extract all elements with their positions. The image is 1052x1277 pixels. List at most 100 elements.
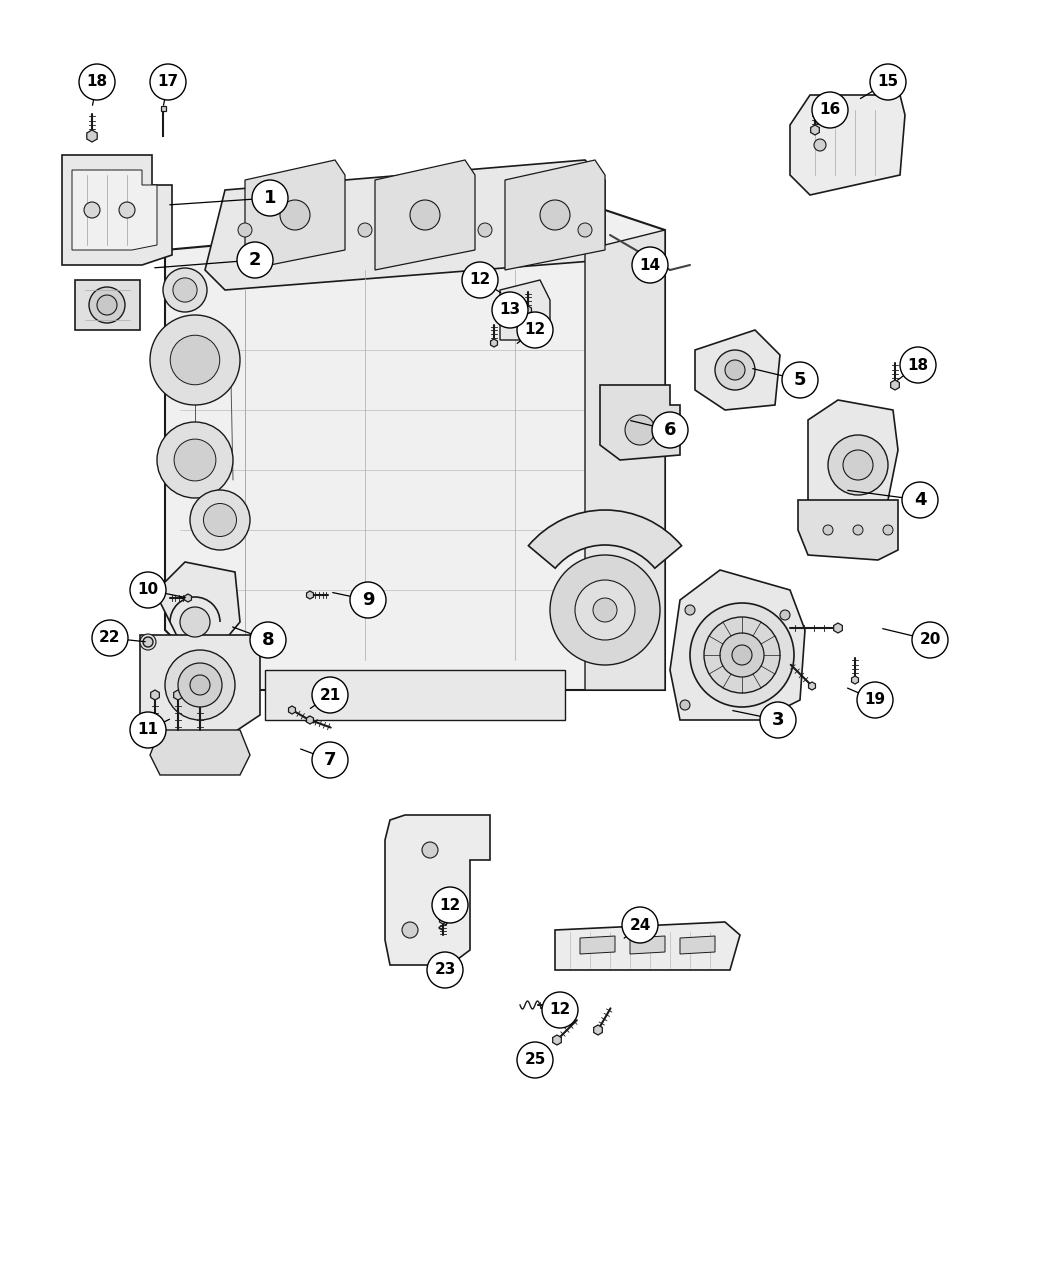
Text: 1: 1 [264,189,277,207]
Circle shape [89,287,125,323]
Circle shape [170,336,220,384]
Circle shape [685,605,695,616]
Polygon shape [505,160,605,269]
Text: 11: 11 [138,723,159,738]
Circle shape [704,617,780,693]
Circle shape [312,677,348,713]
Polygon shape [680,936,715,954]
Text: 9: 9 [362,591,375,609]
Circle shape [902,481,938,518]
Circle shape [250,622,286,658]
Polygon shape [790,94,905,195]
Circle shape [190,676,210,695]
Circle shape [517,1042,553,1078]
Polygon shape [833,623,843,633]
Polygon shape [150,690,159,700]
Circle shape [84,202,100,218]
Circle shape [173,278,197,303]
Circle shape [780,610,790,621]
Circle shape [350,582,386,618]
Text: 5: 5 [794,372,806,389]
Polygon shape [75,280,140,329]
Text: 3: 3 [772,711,784,729]
Text: 10: 10 [138,582,159,598]
Text: 18: 18 [908,358,929,373]
Circle shape [720,633,764,677]
Circle shape [130,572,166,608]
Polygon shape [809,682,815,690]
Circle shape [163,268,207,312]
Circle shape [622,907,658,942]
Circle shape [237,243,274,278]
Circle shape [157,421,232,498]
Circle shape [912,622,948,658]
Text: 12: 12 [440,898,461,913]
Circle shape [252,180,288,216]
Text: 14: 14 [640,258,661,272]
Polygon shape [585,230,665,690]
Circle shape [542,992,578,1028]
Circle shape [680,700,690,710]
Circle shape [812,92,848,128]
Circle shape [632,246,668,283]
Polygon shape [891,381,899,389]
Circle shape [578,223,592,238]
Circle shape [312,742,348,778]
Text: 2: 2 [248,252,261,269]
Circle shape [870,64,906,100]
Text: 12: 12 [549,1002,570,1018]
Text: 12: 12 [524,323,546,337]
Circle shape [79,64,115,100]
Circle shape [540,200,570,230]
Circle shape [140,633,156,650]
Circle shape [150,315,240,405]
Polygon shape [593,1025,603,1034]
Circle shape [130,713,166,748]
Polygon shape [808,400,898,520]
Circle shape [178,663,222,707]
Polygon shape [695,329,780,410]
Wedge shape [528,510,682,568]
Circle shape [828,435,888,495]
Circle shape [92,621,128,656]
Circle shape [462,262,498,298]
Circle shape [180,607,210,637]
Polygon shape [440,916,446,925]
Polygon shape [196,690,204,700]
Text: 23: 23 [434,963,456,977]
Circle shape [143,637,153,647]
Polygon shape [630,936,665,954]
Circle shape [427,951,463,988]
Text: 12: 12 [469,272,490,287]
Polygon shape [670,570,805,720]
Text: 18: 18 [86,74,107,89]
Text: 13: 13 [500,303,521,318]
Polygon shape [554,1001,562,1009]
Text: 19: 19 [865,692,886,707]
Circle shape [760,702,796,738]
Circle shape [725,360,745,381]
Circle shape [190,490,250,550]
Polygon shape [245,160,345,269]
Circle shape [814,139,826,151]
Circle shape [203,503,237,536]
Polygon shape [174,690,182,700]
Polygon shape [500,280,550,340]
Polygon shape [851,676,858,684]
Text: 22: 22 [99,631,121,645]
Text: 17: 17 [158,74,179,89]
Text: 8: 8 [262,631,275,649]
Polygon shape [165,209,665,690]
Circle shape [550,555,660,665]
Circle shape [422,842,438,858]
Circle shape [853,525,863,535]
Circle shape [823,525,833,535]
Circle shape [165,650,235,720]
Circle shape [843,450,873,480]
Circle shape [517,312,553,349]
Circle shape [782,361,818,398]
Polygon shape [288,706,296,714]
Polygon shape [811,125,820,135]
Polygon shape [525,306,531,314]
Text: 21: 21 [320,687,341,702]
